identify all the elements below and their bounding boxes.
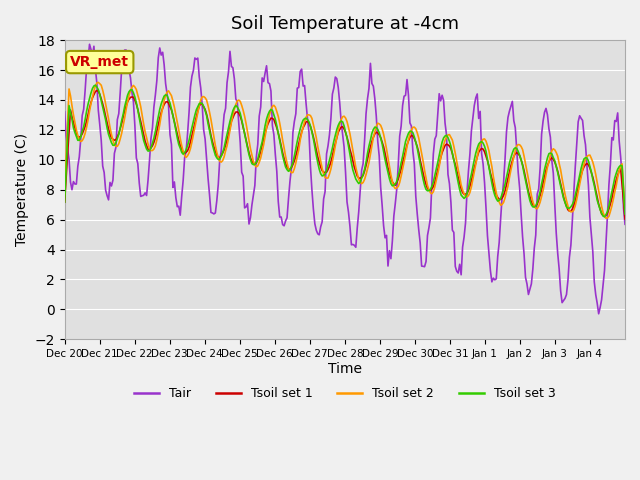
Title: Soil Temperature at -4cm: Soil Temperature at -4cm — [231, 15, 459, 33]
Text: VR_met: VR_met — [70, 55, 129, 69]
X-axis label: Time: Time — [328, 362, 362, 376]
Y-axis label: Temperature (C): Temperature (C) — [15, 133, 29, 246]
Legend: Tair, Tsoil set 1, Tsoil set 2, Tsoil set 3: Tair, Tsoil set 1, Tsoil set 2, Tsoil se… — [129, 382, 561, 405]
